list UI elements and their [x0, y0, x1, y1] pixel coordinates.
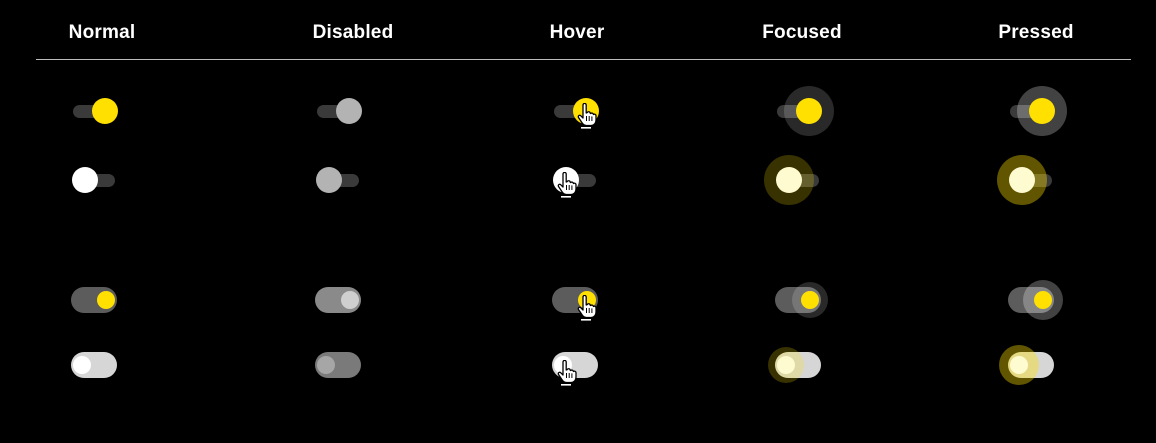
switch-thumb	[1010, 356, 1028, 374]
switch-thumb	[1029, 98, 1055, 124]
switch-thumb	[777, 356, 795, 374]
switch-thumb	[317, 356, 335, 374]
switch-thumb	[336, 98, 362, 124]
switch-thumb	[97, 291, 115, 309]
column-header-focused: Focused	[762, 22, 842, 43]
column-header-disabled: Disabled	[312, 22, 394, 43]
switch-thumb	[1009, 167, 1035, 193]
hand-pointer-icon	[557, 359, 577, 386]
hand-pointer-icon	[557, 171, 577, 198]
hand-pointer-icon	[577, 294, 597, 321]
switch-thumb	[776, 167, 802, 193]
column-header-hover: Hover	[549, 22, 605, 43]
header-divider	[36, 59, 1131, 60]
switch-thumb	[92, 98, 118, 124]
switch-thumb	[72, 167, 98, 193]
column-header-normal: Normal	[68, 22, 136, 43]
switch-thumb	[796, 98, 822, 124]
switch-thumb	[801, 291, 819, 309]
switch-thumb	[341, 291, 359, 309]
switch-thumb	[1034, 291, 1052, 309]
switch-thumb	[73, 356, 91, 374]
column-header-pressed: Pressed	[998, 22, 1074, 43]
hand-pointer-icon	[577, 102, 597, 129]
switch-thumb	[316, 167, 342, 193]
